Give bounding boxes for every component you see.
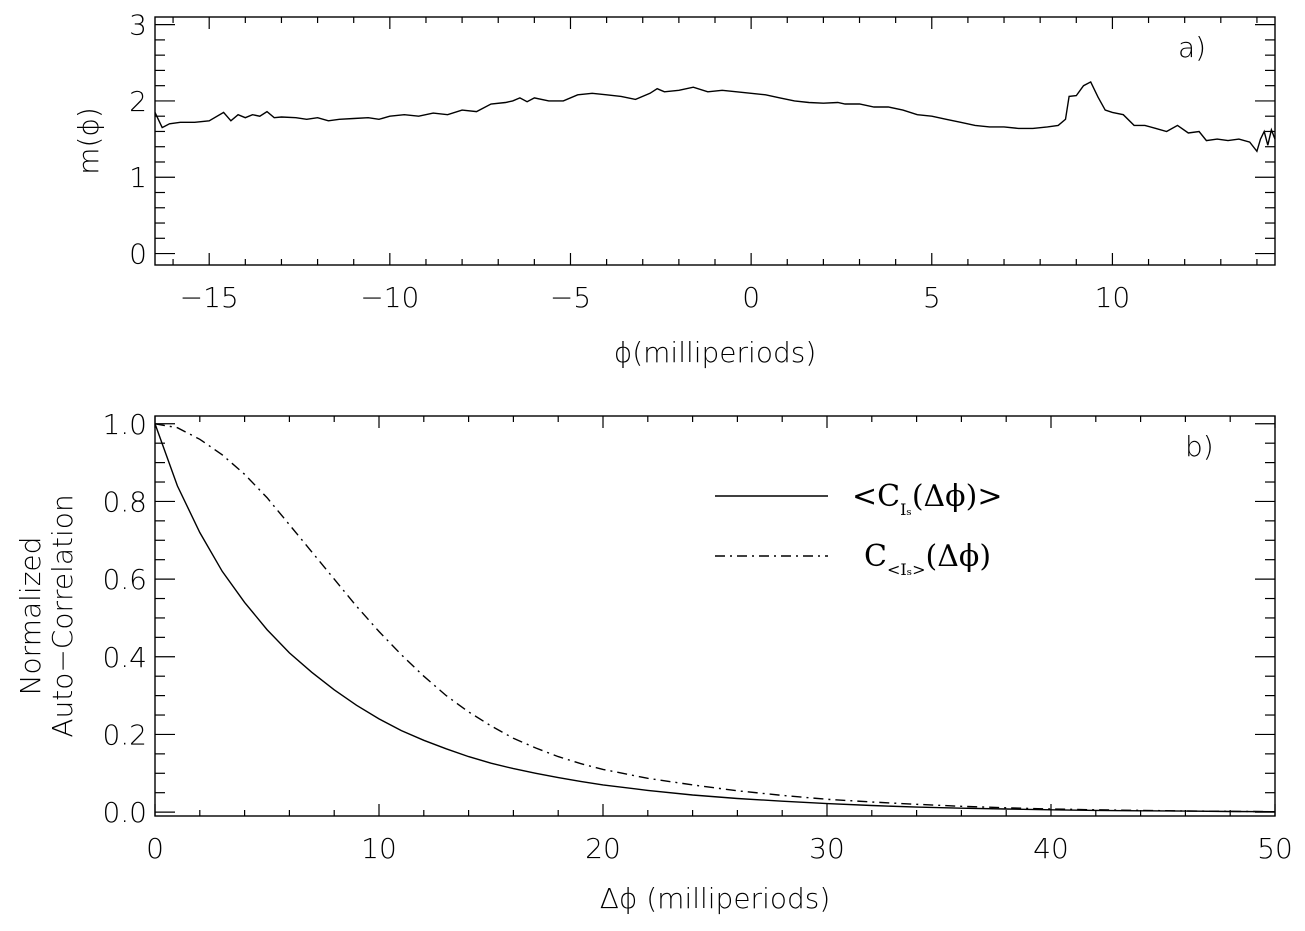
- panel-b-series-2: [154, 423, 1276, 813]
- panel-a-x-tick-label: −5: [550, 281, 591, 314]
- legend-2-sub: <Iₛ>: [887, 560, 926, 579]
- panel-a-label: a): [1178, 31, 1206, 64]
- panel-a-frame: [154, 16, 1276, 266]
- panel-a-y-tick-label: 0: [129, 238, 147, 271]
- panel-a-series: [154, 80, 1276, 153]
- panel-b-frame: [154, 415, 1276, 817]
- panel-b-x-tick-label: 0: [146, 832, 164, 865]
- panel-b-legend: <CIₛ(Δϕ)> C<Iₛ>(Δϕ): [715, 479, 1002, 579]
- legend-2-suffix: (Δϕ): [926, 539, 992, 574]
- panel-b-x-tick-label: 10: [361, 832, 397, 865]
- legend-2-main: C: [864, 539, 887, 574]
- panel-b-y-tick-label: 0.4: [102, 641, 147, 674]
- legend-1-suffix: (Δϕ)>: [912, 479, 1003, 514]
- panel-a-ticks: −15 −10 −5 0 5 10 0 1 2 3: [129, 9, 1275, 314]
- panel-b-series-1: [154, 423, 1276, 813]
- panel-a-y-tick-label: 1: [129, 161, 147, 194]
- legend-1-sub: Iₛ: [900, 500, 912, 519]
- panel-b-y-tick-label: 0.2: [102, 718, 147, 751]
- panel-a-y-tick-label: 2: [129, 85, 147, 118]
- panel-a-x-tick-label: 0: [742, 281, 760, 314]
- panel-a-x-tick-label: 10: [1095, 281, 1131, 314]
- panel-b-series: [154, 423, 1276, 813]
- panel-b-y-title-line1: Normalized: [14, 537, 47, 696]
- panel-a-y-tick-label: 3: [129, 9, 147, 42]
- panel-a-x-title: ϕ(milliperiods): [614, 336, 817, 369]
- panel-b-y-tick-label: 0.0: [102, 796, 147, 829]
- panel-a-x-tick-label: −15: [180, 281, 239, 314]
- legend-1-main: <C: [852, 479, 900, 514]
- panel-b-ticks: 0 10 20 30 40 50 0.0 0.2 0.4 0.6 0.8 1.0: [102, 408, 1292, 865]
- panel-b-y-tick-label: 1.0: [102, 408, 147, 441]
- panel-b-x-tick-label: 30: [809, 832, 845, 865]
- panel-b-y-title-line2: Auto−Correlation: [46, 494, 79, 737]
- panel-b-x-tick-label: 20: [585, 832, 621, 865]
- panel-b: 0 10 20 30 40 50 0.0 0.2 0.4 0.6 0.8 1.0 b) Δϕ (mil…: [14, 408, 1293, 915]
- panel-b-x-tick-label: 40: [1033, 832, 1069, 865]
- panel-a-x-tick-label: −10: [360, 281, 419, 314]
- panel-a: −15 −10 −5 0 5 10 0 1 2 3 a) ϕ(milliperiods) m(ϕ): [72, 9, 1276, 369]
- panel-b-label: b): [1185, 430, 1214, 463]
- panel-a-x-tick-label: 5: [923, 281, 941, 314]
- panel-b-x-tick-label: 50: [1257, 832, 1293, 865]
- panel-a-series-1: [154, 80, 1276, 153]
- panel-b-x-title: Δϕ (milliperiods): [600, 882, 831, 915]
- panel-a-y-title: m(ϕ): [72, 107, 105, 175]
- legend-label-autocorr-of-mean: C<Iₛ>(Δϕ): [864, 539, 991, 579]
- panel-b-y-tick-label: 0.8: [102, 485, 147, 518]
- panel-b-y-tick-label: 0.6: [102, 563, 147, 596]
- legend-label-mean-autocorr: <CIₛ(Δϕ)>: [852, 479, 1002, 519]
